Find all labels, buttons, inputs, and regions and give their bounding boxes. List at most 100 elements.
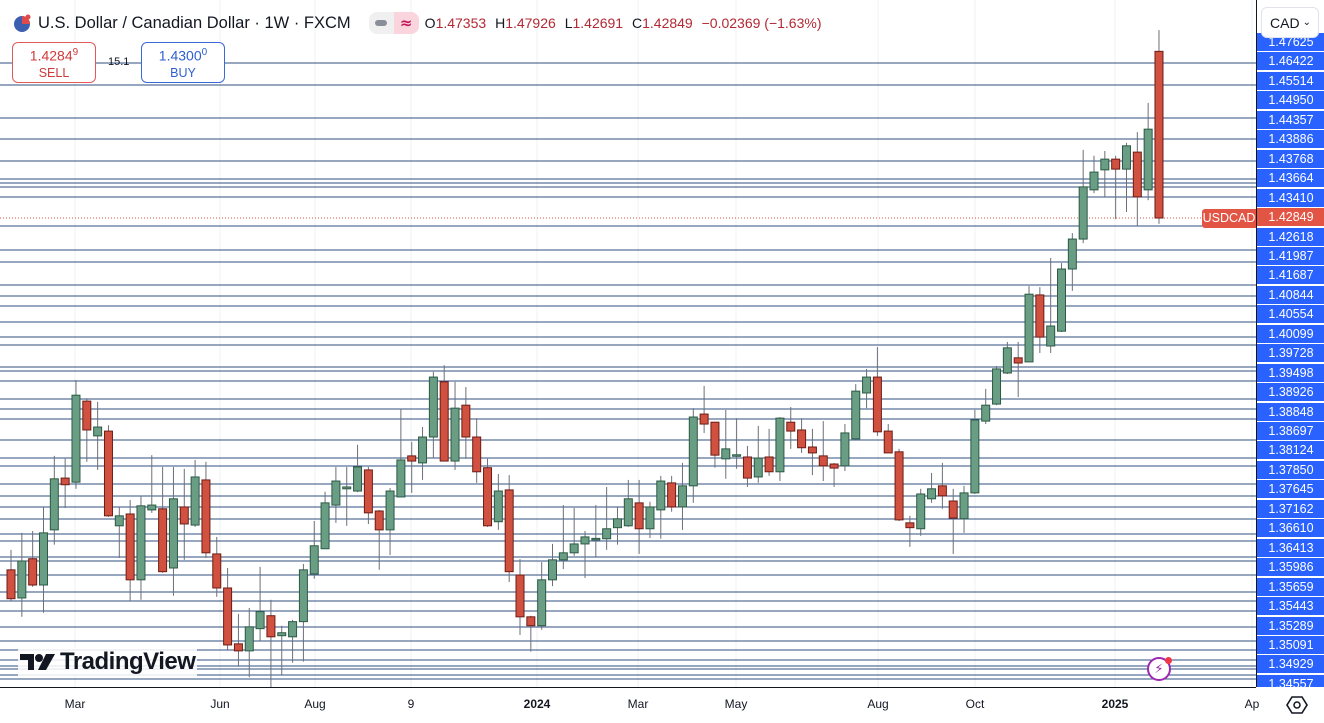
candle-down: [872, 376, 882, 433]
price-level-label: 1.36610: [1257, 519, 1324, 539]
price-level-label: 1.35659: [1257, 577, 1324, 597]
approx-icon[interactable]: ≈: [393, 12, 419, 34]
time-axis[interactable]: Mar Jun Aug 9 2024 Mar May Aug Oct 2025 Ap: [0, 687, 1259, 723]
time-tick-label: 9: [407, 697, 415, 711]
candle-up: [981, 404, 991, 422]
lightning-icon[interactable]: ⚡: [1147, 657, 1172, 681]
price-level-label: 1.43886: [1257, 130, 1324, 150]
tradingview-logo[interactable]: TradingView: [18, 648, 198, 676]
candle-up: [1057, 268, 1067, 332]
candle-up: [602, 528, 612, 540]
candle-down: [710, 421, 720, 456]
candle-up: [558, 552, 568, 561]
candle-down: [1111, 158, 1121, 170]
minus-icon[interactable]: [369, 20, 394, 26]
sell-button[interactable]: 1.42849 SELL: [12, 42, 96, 83]
candle-down: [374, 510, 384, 531]
candle-up: [591, 537, 601, 541]
candle-up: [396, 459, 406, 498]
candle-down: [28, 558, 38, 586]
candle-up: [428, 376, 438, 438]
candle-up: [840, 432, 850, 467]
currency-dropdown[interactable]: CAD ⌄: [1261, 7, 1319, 38]
time-tick-label: Oct: [965, 697, 985, 711]
ohlc-values: O1.47353 H1.47926 L1.42691 C1.42849 −0.0…: [425, 15, 827, 31]
buy-label: BUY: [170, 65, 196, 80]
candle-down: [60, 477, 70, 486]
indicator-toggle[interactable]: ≈: [368, 12, 419, 34]
candle-up: [688, 416, 698, 487]
candle-down: [634, 502, 644, 530]
candle-up: [677, 485, 687, 508]
candle-up: [342, 486, 352, 490]
candle-up: [959, 492, 969, 520]
symbol-title[interactable]: U.S. Dollar / Canadian Dollar · 1W · FXC…: [38, 13, 351, 32]
tradingview-logo-icon: [20, 654, 55, 670]
price-level-label: 1.37850: [1257, 460, 1324, 480]
candle-up: [385, 490, 395, 531]
symbol-price-tag: USDCAD: [1202, 209, 1256, 228]
candle-up: [1078, 186, 1088, 240]
price-level-label: 1.44357: [1257, 110, 1324, 130]
price-chart[interactable]: [0, 0, 1256, 687]
candle-up: [493, 490, 503, 523]
buy-button[interactable]: 1.43000 BUY: [141, 42, 225, 83]
candle-down: [1154, 50, 1164, 219]
candle-down: [1013, 357, 1023, 364]
time-tick-label: 2024: [523, 697, 551, 711]
candle-up: [190, 476, 200, 526]
sell-label: SELL: [38, 65, 70, 80]
candle-up: [927, 488, 937, 500]
candle-up: [623, 498, 633, 527]
price-level-label: 1.39498: [1257, 363, 1324, 383]
candle-up: [612, 518, 622, 529]
notification-dot: [1165, 657, 1172, 664]
close-value: 1.42849: [642, 15, 693, 31]
price-level-label: 1.35986: [1257, 558, 1324, 578]
candle-up: [1121, 145, 1131, 170]
price-level-label: 1.38124: [1257, 441, 1324, 461]
candle-down: [829, 463, 839, 469]
high-key: H: [495, 15, 506, 31]
candle-down: [158, 508, 168, 573]
price-level-label: 1.34557: [1257, 674, 1324, 687]
candle-up: [1067, 238, 1077, 270]
candle-up: [38, 532, 48, 586]
low-value: 1.42691: [572, 15, 624, 31]
candle-down: [82, 400, 92, 431]
price-level-label: 1.39728: [1257, 344, 1324, 364]
candle-up: [775, 417, 785, 473]
high-value: 1.47926: [505, 15, 556, 31]
candle-down: [807, 446, 817, 454]
price-level-label: 1.45514: [1257, 71, 1324, 91]
price-level-label: 1.40554: [1257, 305, 1324, 325]
sell-price: 1.4284: [29, 47, 73, 64]
candle-up: [569, 543, 579, 554]
price-level-label: 1.37645: [1257, 480, 1324, 500]
candle-up: [753, 457, 763, 478]
candle-down: [179, 506, 189, 525]
candle-down: [883, 430, 893, 454]
candle-up: [244, 626, 254, 652]
time-tick-label: 2025: [1101, 697, 1129, 711]
candle-down: [363, 469, 373, 514]
candle-up: [580, 536, 590, 545]
candle-up: [114, 515, 124, 527]
price-level-label: 1.35289: [1257, 616, 1324, 636]
buy-price-pip: 0: [201, 47, 208, 58]
settings-icon[interactable]: [1282, 692, 1312, 718]
candle-up: [353, 466, 363, 492]
price-level-label: 1.46422: [1257, 52, 1324, 72]
candle-down: [526, 616, 536, 627]
candle-down: [1132, 151, 1142, 198]
candle-up: [537, 579, 547, 627]
spread-value: 15.1: [108, 56, 130, 68]
candle-down: [905, 522, 915, 529]
candle-down: [472, 436, 482, 473]
candle-down: [894, 451, 904, 521]
candle-up: [450, 407, 460, 462]
chevron-down-icon: ⌄: [1302, 17, 1311, 28]
price-axis[interactable]: 1.47625 1.46422 1.45514 1.44950 1.44357 1.438…: [1256, 0, 1324, 687]
price-level-label: 1.38926: [1257, 383, 1324, 403]
brand-name: TradingView: [60, 648, 196, 675]
